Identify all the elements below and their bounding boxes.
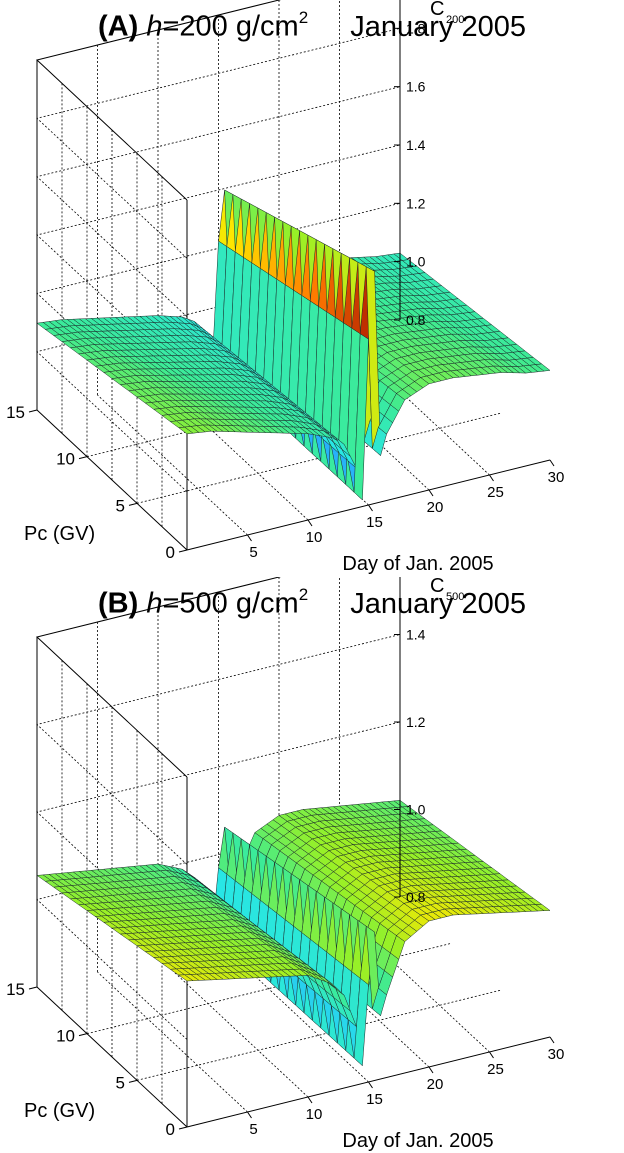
- surface-cell: [534, 363, 551, 372]
- y-axis-line: [36, 986, 188, 1128]
- x-tick-label: 15: [366, 1091, 383, 1108]
- x-tick-label: 20: [427, 1076, 444, 1093]
- x-axis-title: Day of Jan. 2005: [342, 553, 493, 575]
- x-tick: [549, 459, 555, 467]
- y-tick-label: 5: [116, 496, 125, 515]
- panel-a-date: January 2005: [350, 10, 526, 43]
- surface: [36, 800, 551, 1067]
- y-axis-title: Pc (GV): [24, 1100, 95, 1122]
- x-tick: [489, 474, 494, 482]
- panel-b-date: January 2005: [350, 587, 526, 620]
- panel-a-depth: =200 g/cm: [162, 10, 299, 43]
- z-tick-label: 1.6: [406, 79, 426, 95]
- z-tick-label: 1.2: [406, 195, 426, 211]
- y-tick: [178, 1126, 188, 1130]
- y-tick-label: 10: [56, 450, 75, 469]
- z-axis-title-subscript: 200: [446, 14, 464, 26]
- x-tick: [489, 1051, 494, 1059]
- surface-plot-a: 510152025300510150.81.01.21.41.61.82.0Da…: [6, 0, 564, 575]
- x-tick: [247, 1111, 252, 1119]
- panel-a-label: (A): [98, 10, 139, 43]
- x-tick-label: 5: [249, 1121, 257, 1138]
- y-tick-label: 0: [166, 543, 175, 562]
- panel-a-title: (A) h=200 g/cm2 January 2005: [0, 8, 624, 44]
- z-axis-title: C: [430, 0, 444, 20]
- z-tick-label: 1.4: [406, 627, 426, 643]
- x-tick: [549, 1036, 555, 1044]
- y-axis-line: [36, 409, 188, 551]
- x-tick: [368, 1081, 373, 1089]
- x-axis-title: Day of Jan. 2005: [342, 1130, 493, 1152]
- x-tick-label: 25: [487, 1061, 504, 1078]
- panel-a-depth-exponent: 2: [298, 8, 309, 27]
- x-tick-label: 10: [306, 1106, 323, 1123]
- x-tick-label: 30: [548, 1046, 565, 1063]
- panel-a-h-symbol: h: [146, 10, 163, 43]
- x-tick: [247, 534, 252, 542]
- surface: [36, 189, 551, 501]
- x-tick: [428, 1066, 434, 1074]
- x-tick: [368, 504, 373, 512]
- z-tick-label: 1.2: [406, 714, 426, 730]
- z-tick-label: 1.0: [406, 802, 426, 818]
- z-tick-label: 0.8: [406, 889, 426, 905]
- y-tick-label: 10: [56, 1027, 75, 1046]
- x-tick-label: 25: [487, 484, 504, 501]
- y-tick-label: 5: [116, 1073, 125, 1092]
- y-tick-label: 15: [6, 980, 25, 999]
- y-tick: [128, 1079, 138, 1083]
- y-tick: [28, 409, 38, 413]
- x-tick-label: 30: [548, 469, 565, 486]
- y-tick: [28, 986, 38, 990]
- y-tick: [128, 502, 138, 506]
- y-tick-label: 15: [6, 403, 25, 422]
- x-tick: [428, 489, 434, 497]
- z-tick-label: 1.8: [406, 20, 426, 36]
- y-tick-label: 0: [166, 1120, 175, 1139]
- panel-b-depth: =500 g/cm: [162, 587, 299, 620]
- z-axis-title-subscript: 500: [446, 591, 464, 603]
- y-tick: [178, 549, 188, 553]
- z-tick-label: 1.0: [406, 254, 426, 270]
- y-tick: [78, 1033, 88, 1037]
- x-tick-label: 20: [427, 499, 444, 516]
- z-tick-label: 1.4: [406, 137, 426, 153]
- y-axis-title: Pc (GV): [24, 523, 95, 545]
- panel-b-title: (B) h=500 g/cm2 January 2005: [0, 585, 624, 621]
- z-axis-title: C: [430, 577, 444, 597]
- axes: 510152025300510150.81.01.21.41.61.82.0Da…: [6, 0, 564, 575]
- panel-b-depth-exponent: 2: [298, 585, 309, 604]
- surface-cell: [534, 904, 551, 911]
- x-tick: [307, 1096, 313, 1104]
- panel-b-h-symbol: h: [146, 587, 163, 620]
- x-tick-label: 5: [249, 544, 257, 561]
- x-tick-label: 10: [306, 529, 323, 546]
- x-tick: [307, 519, 313, 527]
- panel-a: 510152025300510150.81.01.21.41.61.82.0Da…: [0, 0, 624, 576]
- z-tick-label: 0.8: [406, 312, 426, 328]
- y-tick: [78, 456, 88, 460]
- x-tick-label: 15: [366, 514, 383, 531]
- panel-b-label: (B): [98, 587, 139, 620]
